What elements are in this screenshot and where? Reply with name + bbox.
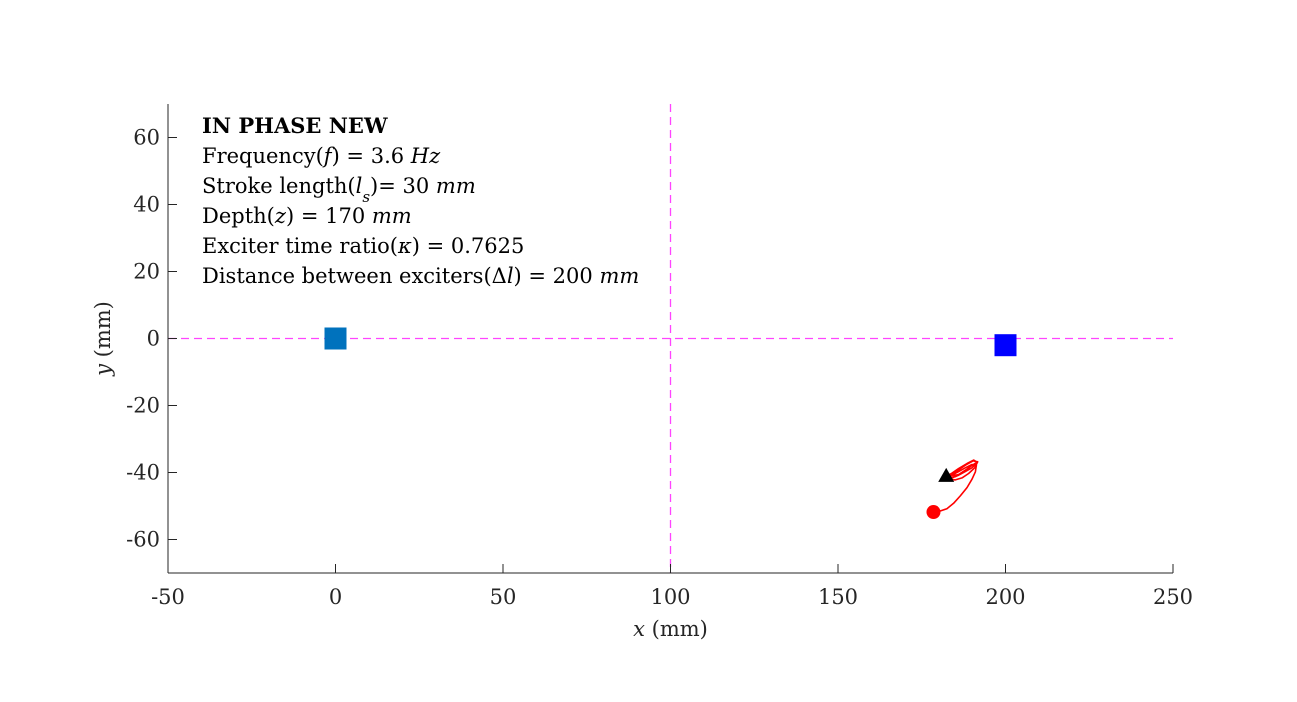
y-tick-label: -40	[126, 461, 160, 485]
y-axis-label: y (mm)	[91, 301, 115, 377]
y-tick-label: 20	[133, 260, 160, 284]
y-tick-label: 40	[133, 193, 160, 217]
x-tick-label: 250	[1153, 585, 1193, 609]
x-tick-label: -50	[151, 585, 185, 609]
y-tick-label: 60	[133, 126, 160, 150]
x-tick-label: 50	[490, 585, 517, 609]
start-point-marker	[926, 505, 941, 520]
annotation-line-2: Frequency(f) = 3.6 Hz	[202, 144, 441, 168]
x-tick-label: 0	[329, 585, 342, 609]
exciter-marker-1	[324, 327, 347, 350]
exciter-marker-2	[994, 334, 1017, 357]
annotation-block: IN PHASE NEW Frequency(f) = 3.6 Hz Stroke …	[202, 113, 639, 288]
annotation-line-5: Exciter time ratio(κ) = 0.7625	[202, 234, 524, 258]
y-tick-label: -60	[126, 528, 160, 552]
x-ticks: -50 0 50 100 150 200 250	[151, 564, 1193, 609]
x-tick-label: 200	[985, 585, 1025, 609]
x-tick-label: 150	[818, 585, 858, 609]
end-point-marker	[938, 467, 955, 482]
y-ticks: 60 40 20 0 -20 -40 -60	[126, 126, 177, 552]
annotation-line-3: Stroke length(ls)= 30 mm	[202, 174, 476, 206]
trajectory-line	[933, 459, 979, 513]
annotation-line-1: IN PHASE NEW	[202, 113, 388, 138]
y-tick-label: 0	[147, 327, 160, 351]
x-tick-label: 100	[650, 585, 690, 609]
y-tick-label: -20	[126, 394, 160, 418]
annotation-line-6: Distance between exciters(Δl) = 200 mm	[202, 264, 639, 288]
annotation-line-4: Depth(z) = 170 mm	[202, 204, 412, 228]
x-axis-label: x (mm)	[633, 617, 708, 641]
plot-data	[324, 327, 1017, 520]
